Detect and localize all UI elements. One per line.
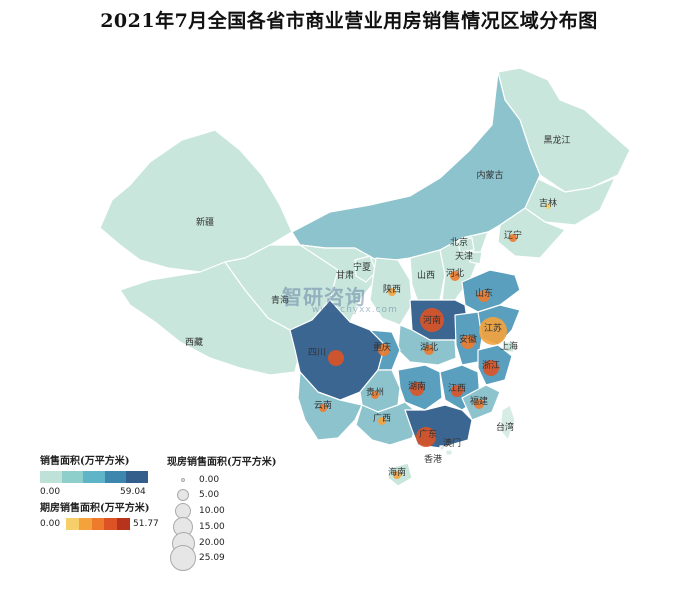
province-label: 上海 <box>500 340 518 352</box>
province-label: 云南 <box>314 399 332 411</box>
legend-bubble <box>181 478 185 482</box>
province-云南 <box>297 371 363 441</box>
watermark-url: www.chyxx.com <box>312 305 398 315</box>
province-label: 台湾 <box>496 421 514 433</box>
province-bubble <box>479 317 507 345</box>
legend-current-title: 现房销售面积(万平方米) <box>167 457 277 468</box>
province-上海 <box>503 341 515 353</box>
legend-bubble-label: 10.00 <box>199 506 225 516</box>
ramp-swatch <box>40 471 62 483</box>
chart-title: 2021年7月全国各省市商业营业用房销售情况区域分布图 <box>100 10 598 32</box>
province-label: 安徽 <box>459 333 477 345</box>
province-label: 青海 <box>271 294 289 306</box>
province-bubble <box>393 471 401 479</box>
province-label: 辽宁 <box>504 229 522 241</box>
province-label: 甘肃 <box>336 269 354 281</box>
province-label: 宁夏 <box>353 261 371 273</box>
legend-area-title: 销售面积(万平方米) <box>40 456 130 467</box>
province-bubble <box>483 360 499 376</box>
legend-area-min: 0.00 <box>40 487 61 497</box>
province-bubble <box>410 382 424 396</box>
ramp-swatch <box>104 518 118 530</box>
ramp-swatch <box>117 518 130 530</box>
province-label: 河北 <box>446 267 464 279</box>
province-北京 <box>457 237 475 253</box>
province-bubble <box>424 345 434 355</box>
legend-bubble-label: 15.00 <box>199 522 225 532</box>
province-label: 湖北 <box>420 342 438 353</box>
province-label: 重庆 <box>373 341 391 353</box>
province-label: 西藏 <box>185 336 203 348</box>
province-bubble <box>328 350 344 366</box>
province-label: 天津 <box>455 251 473 262</box>
province-label: 贵州 <box>366 386 384 398</box>
province-bubble <box>388 288 396 296</box>
legend-bubble-label: 25.09 <box>199 553 225 563</box>
province-bubble <box>416 427 436 447</box>
province-广东 <box>404 404 473 449</box>
legend-bubble <box>170 545 196 571</box>
province-label: 江西 <box>448 383 466 394</box>
legend-area-max: 59.04 <box>120 487 146 497</box>
province-label: 澳门 <box>443 437 461 449</box>
province-label: 吉林 <box>539 197 557 209</box>
province-bubble <box>474 399 484 409</box>
province-台湾 <box>499 404 516 441</box>
province-bubble <box>420 308 444 332</box>
legend-bubble-label: 20.00 <box>199 538 225 548</box>
legend-future-min: 0.00 <box>40 519 61 529</box>
province-宁夏 <box>354 255 377 283</box>
ramp-swatch <box>91 518 105 530</box>
province-label: 广西 <box>373 412 391 424</box>
province-label: 新疆 <box>196 216 214 228</box>
ramp-swatch <box>61 471 84 483</box>
province-label: 北京 <box>450 236 468 248</box>
province-label: 广东 <box>419 428 437 440</box>
legend-future-title: 期房销售面积(万平方米) <box>40 503 150 514</box>
province-label: 香港 <box>424 453 442 465</box>
province-bubble <box>378 344 390 356</box>
province-label: 海南 <box>388 466 406 478</box>
ramp-swatch <box>104 471 127 483</box>
province-label: 江苏 <box>484 322 502 334</box>
ramp-swatch <box>83 471 105 483</box>
province-山东 <box>461 269 521 313</box>
legend-bubble-label: 0.00 <box>199 475 220 485</box>
province-label: 山东 <box>475 287 493 299</box>
province-label: 四川 <box>308 348 326 358</box>
province-label: 山西 <box>417 270 435 281</box>
province-label: 黑龙江 <box>543 134 570 146</box>
legend-bubble-label: 5.00 <box>199 490 220 500</box>
ramp-swatch <box>66 518 79 530</box>
legend-future-max: 51.77 <box>133 519 159 529</box>
province-bubble <box>378 417 386 425</box>
legend-area-ramp <box>40 471 148 483</box>
ramp-swatch <box>126 471 148 483</box>
province-label: 浙江 <box>482 359 500 371</box>
legend-future-ramp <box>66 518 130 530</box>
ramp-swatch <box>78 518 92 530</box>
province-辽宁 <box>497 207 566 259</box>
province-bubble <box>319 404 327 412</box>
legend-bubble <box>177 489 189 501</box>
province-bubble <box>461 335 475 349</box>
province-label: 内蒙古 <box>476 169 503 181</box>
watermark-brand: 智研咨询 <box>282 285 366 309</box>
province-bubble <box>450 271 460 281</box>
province-湖北 <box>397 324 457 366</box>
province-bubble <box>478 290 490 302</box>
province-天津 <box>469 251 483 265</box>
province-bubble <box>509 234 517 242</box>
province-bubble <box>451 385 463 397</box>
province-香港 <box>445 449 453 456</box>
province-label: 河南 <box>423 314 441 326</box>
province-bubble <box>371 391 379 399</box>
province-label: 陕西 <box>383 283 401 295</box>
province-澳门 <box>439 445 445 451</box>
province-bubble <box>545 203 551 209</box>
province-label: 湖南 <box>408 380 426 392</box>
province-label: 福建 <box>470 395 488 407</box>
